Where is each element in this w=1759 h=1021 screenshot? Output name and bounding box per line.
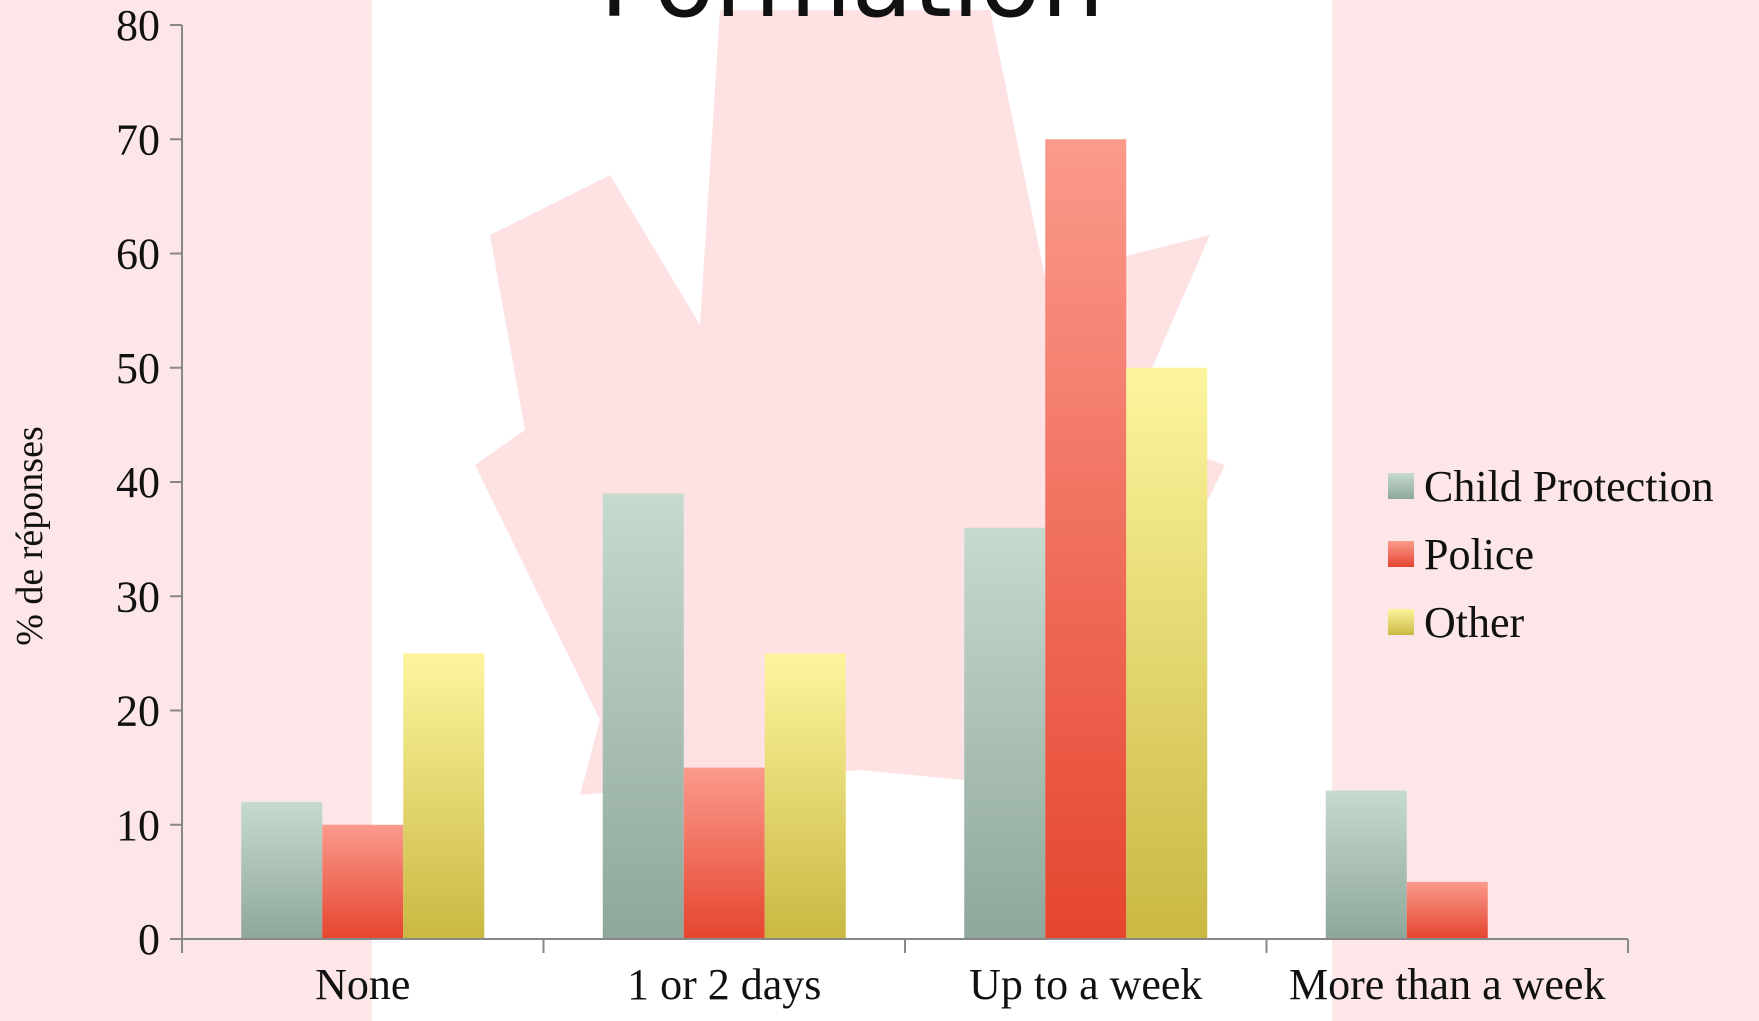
y-tick-label-80: 80	[116, 1, 160, 50]
x-tick-label-2: Up to a week	[969, 960, 1202, 1009]
bar-child-protection-0	[241, 801, 323, 939]
bars-layer	[241, 139, 1488, 939]
y-tick-label-60: 60	[116, 230, 160, 279]
bar-other-2	[1126, 367, 1208, 939]
bar-other-0	[403, 653, 485, 939]
y-tick-label-40: 40	[116, 458, 160, 507]
legend: Child Protection Police Other	[1388, 452, 1714, 656]
y-tick-label-70: 70	[116, 115, 160, 164]
slide-title: Formation	[372, 0, 1332, 42]
bar-child-protection-2	[964, 527, 1046, 939]
bar-police-3	[1406, 881, 1488, 939]
x-tick-label-0: None	[315, 960, 410, 1009]
legend-label-police: Police	[1424, 529, 1534, 579]
legend-item-police: Police	[1388, 520, 1714, 588]
legend-label-child-protection: Child Protection	[1424, 461, 1714, 511]
axes-layer: 0 10 20 30 40 50 60 70 80 None 1 or 2 days Up to a …	[116, 1, 1629, 1009]
y-tick-label-0: 0	[138, 915, 160, 964]
bar-other-1	[764, 653, 846, 939]
bar-police-2	[1045, 139, 1127, 939]
legend-swatch-child-protection	[1388, 473, 1414, 499]
x-tick-label-1: 1 or 2 days	[627, 960, 821, 1009]
y-tick-label-50: 50	[116, 344, 160, 393]
bar-police-1	[683, 767, 765, 939]
legend-item-other: Other	[1388, 588, 1714, 656]
y-tick-label-30: 30	[116, 572, 160, 621]
y-axis-title: % de réponses	[9, 426, 51, 646]
legend-label-other: Other	[1424, 597, 1525, 647]
bar-police-0	[322, 824, 404, 939]
y-tick-label-20: 20	[116, 687, 160, 736]
bar-child-protection-1	[602, 493, 684, 939]
legend-item-child-protection: Child Protection	[1388, 452, 1714, 520]
y-tick-label-10: 10	[116, 801, 160, 850]
legend-swatch-other	[1388, 609, 1414, 635]
bar-child-protection-3	[1325, 790, 1407, 939]
legend-swatch-police	[1388, 541, 1414, 567]
x-tick-label-3: More than a week	[1289, 960, 1605, 1009]
